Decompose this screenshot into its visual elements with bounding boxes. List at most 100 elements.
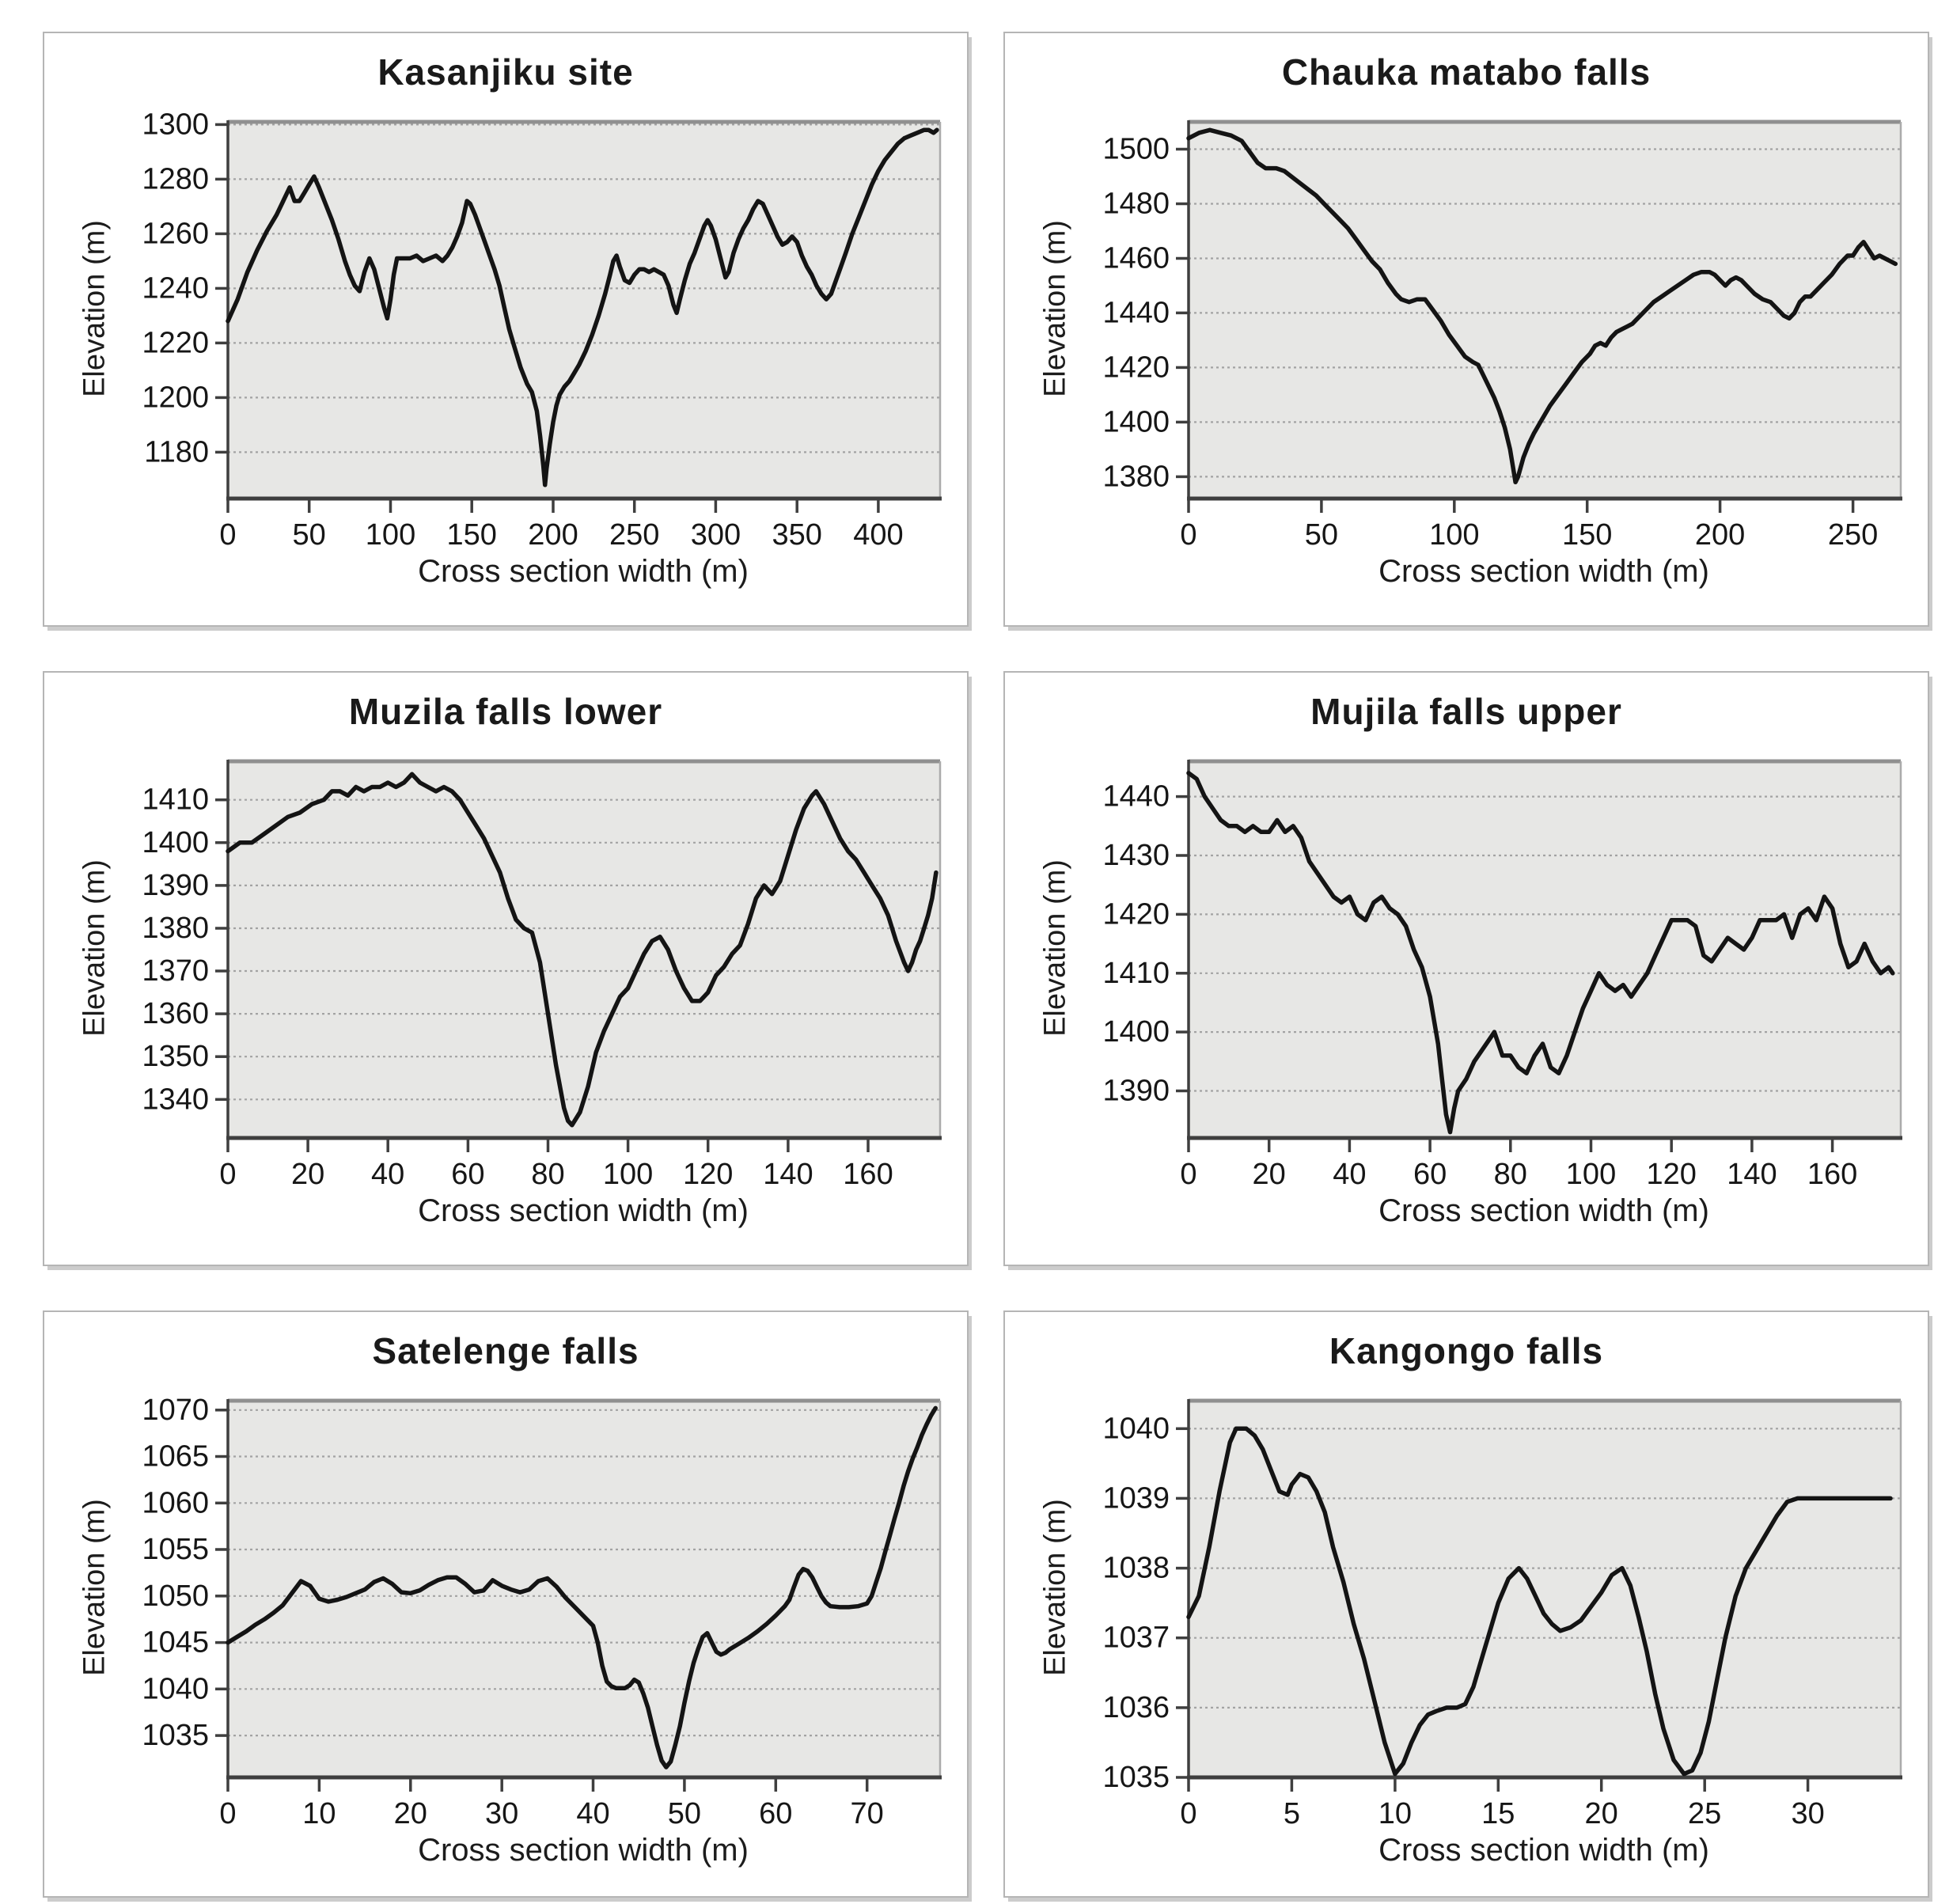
- y-tick-label: 1240: [142, 271, 209, 305]
- x-tick-label: 0: [219, 1158, 236, 1191]
- y-tick-label: 1390: [142, 869, 209, 902]
- charts-grid: Kasanjiku site Elevation (m) 1180 1200 122…: [43, 32, 1929, 1898]
- elevation-profile-plot: 1035 1036 1037 1038 1039 1040 0 5 10 15 20 25 30: [1102, 1398, 1902, 1830]
- chart-panel-kangongo: Kangongo falls Elevation (m) 1035 1036 103…: [1003, 1310, 1929, 1898]
- y-tick-label: 1420: [1102, 897, 1170, 931]
- chart-title: Mujila falls upper: [1310, 691, 1622, 732]
- plot-area: [228, 1401, 940, 1777]
- x-tick-label: 200: [1695, 518, 1745, 552]
- x-tick-label: 140: [763, 1158, 813, 1191]
- x-axis-label: Cross section width (m): [418, 1833, 749, 1868]
- y-tick-label: 1038: [1102, 1552, 1170, 1585]
- chart-panel-mujila-upper: Mujila falls upper Elevation (m) 1390 140…: [1003, 671, 1929, 1266]
- y-tick-label: 1460: [1102, 242, 1170, 275]
- y-tick-label: 1380: [142, 912, 209, 945]
- y-tick-label: 1400: [1102, 405, 1170, 438]
- x-tick-label: 100: [603, 1158, 653, 1191]
- plot-area: [1189, 761, 1901, 1138]
- x-axis-label: Cross section width (m): [1378, 1833, 1709, 1868]
- y-tick-label: 1440: [1102, 296, 1170, 329]
- y-tick-label: 1280: [142, 162, 209, 195]
- x-tick-label: 60: [759, 1797, 792, 1830]
- y-tick-label: 1035: [142, 1719, 209, 1752]
- x-tick-label: 40: [1333, 1158, 1366, 1191]
- x-tick-label: 50: [668, 1797, 701, 1830]
- x-axis-label: Cross section width (m): [1378, 1193, 1709, 1228]
- y-tick-label: 1300: [142, 108, 209, 141]
- x-tick-label: 120: [1646, 1158, 1696, 1191]
- x-tick-label: 250: [1828, 518, 1878, 552]
- x-tick-label: 70: [851, 1797, 884, 1830]
- chart-panel-kasanjiku: Kasanjiku site Elevation (m) 1180 1200 122…: [43, 32, 969, 627]
- chart-title: Chauka matabo falls: [1281, 51, 1651, 93]
- x-tick-label: 20: [394, 1797, 427, 1830]
- x-axis-label: Cross section width (m): [418, 1193, 749, 1228]
- x-tick-label: 0: [1180, 518, 1196, 552]
- x-tick-label: 80: [531, 1158, 564, 1191]
- x-tick-label: 50: [293, 518, 326, 552]
- x-tick-label: 150: [446, 518, 496, 552]
- x-tick-label: 50: [1305, 518, 1338, 552]
- x-tick-label: 100: [366, 518, 415, 552]
- x-tick-label: 25: [1688, 1797, 1721, 1830]
- x-tick-label: 300: [691, 518, 741, 552]
- x-tick-label: 250: [609, 518, 659, 552]
- plot-area: [228, 761, 940, 1138]
- y-tick-label: 1050: [142, 1580, 209, 1613]
- plot-area: [228, 122, 940, 499]
- x-tick-label: 30: [485, 1797, 518, 1830]
- y-tick-label: 1410: [1102, 957, 1170, 990]
- x-tick-label: 150: [1562, 518, 1612, 552]
- y-tick-label: 1070: [142, 1394, 209, 1427]
- plot-area: [1189, 1401, 1901, 1777]
- elevation-profile-line: [1186, 127, 1898, 485]
- y-tick-label: 1420: [1102, 351, 1170, 384]
- x-axis-label: Cross section width (m): [418, 554, 749, 589]
- x-tick-label: 160: [843, 1158, 893, 1191]
- elevation-profile-line: [226, 772, 939, 1128]
- x-tick-label: 140: [1727, 1158, 1777, 1191]
- x-tick-label: 30: [1791, 1797, 1824, 1830]
- y-tick-label: 1065: [142, 1440, 209, 1474]
- elevation-profile-line: [1186, 1426, 1893, 1777]
- x-tick-label: 40: [576, 1797, 609, 1830]
- x-tick-label: 0: [1180, 1797, 1196, 1830]
- y-tick-label: 1045: [142, 1626, 209, 1659]
- y-tick-label: 1040: [142, 1672, 209, 1705]
- x-tick-label: 0: [219, 1797, 236, 1830]
- elevation-profile-plot: 1035 1040 1045 1050 1055 1060 1065 1070 0 10 20 30 4…: [142, 1394, 942, 1830]
- y-tick-label: 1410: [142, 783, 209, 817]
- elevation-profile-line: [226, 127, 939, 487]
- y-tick-label: 1036: [1102, 1691, 1170, 1724]
- x-tick-label: 60: [1413, 1158, 1447, 1191]
- x-tick-label: 100: [1429, 518, 1479, 552]
- x-tick-label: 60: [451, 1158, 484, 1191]
- elevation-profile-line: [1186, 771, 1895, 1135]
- y-tick-label: 1400: [1102, 1015, 1170, 1049]
- x-tick-label: 400: [853, 518, 903, 552]
- x-tick-label: 40: [371, 1158, 404, 1191]
- elevation-profile-plot: 1380 1400 1420 1440 1460 1480 1500 0 50 100 150 200…: [1102, 119, 1902, 552]
- y-tick-label: 1360: [142, 997, 209, 1030]
- plot-area: [1189, 122, 1901, 499]
- x-tick-label: 10: [302, 1797, 336, 1830]
- elevation-profile-plot: 1340 1350 1360 1370 1380 1390 1400 1410 0 20 40 60 8…: [142, 759, 942, 1191]
- y-tick-label: 1200: [142, 381, 209, 414]
- x-tick-label: 20: [291, 1158, 324, 1191]
- y-tick-label: 1380: [1102, 460, 1170, 493]
- y-tick-label: 1440: [1102, 780, 1170, 814]
- chart-title: Satelenge falls: [372, 1330, 639, 1371]
- chart-title: Kangongo falls: [1329, 1330, 1604, 1371]
- chart-title: Kasanjiku site: [377, 51, 634, 93]
- x-axis-label: Cross section width (m): [1378, 554, 1709, 589]
- chart-panel-muzila-lower: Muzila falls lower Elevation (m) 1340 135…: [43, 671, 969, 1266]
- elevation-profile-line: [226, 1405, 938, 1769]
- y-tick-label: 1260: [142, 217, 209, 250]
- x-tick-label: 10: [1378, 1797, 1412, 1830]
- x-tick-label: 200: [528, 518, 578, 552]
- x-tick-label: 20: [1585, 1797, 1618, 1830]
- y-tick-label: 1039: [1102, 1481, 1170, 1515]
- x-tick-label: 350: [772, 518, 821, 552]
- elevation-profile-plot: 1390 1400 1410 1420 1430 1440 0 20 40 60 80 100 120 1…: [1102, 759, 1902, 1191]
